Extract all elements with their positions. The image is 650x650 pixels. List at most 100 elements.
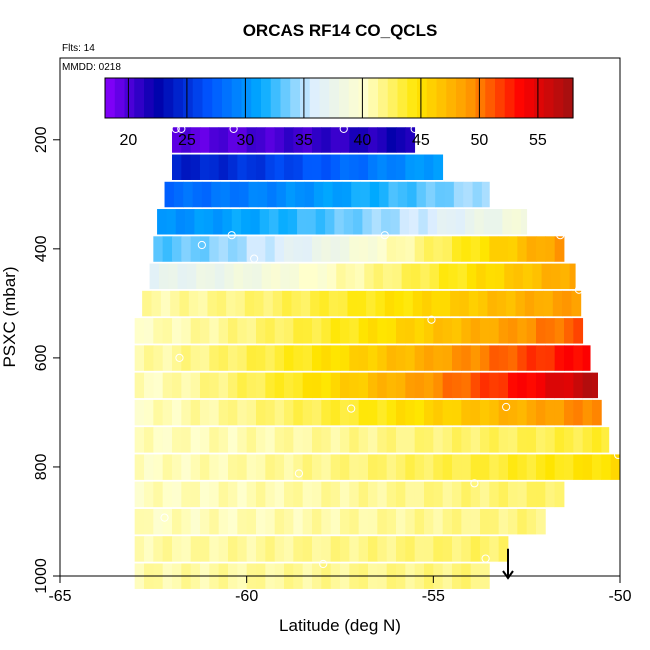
heat-cell [246,508,257,535]
heat-cell [340,427,350,453]
heat-cell [302,345,313,371]
heat-cell [517,236,528,262]
heat-cell [310,290,320,317]
heat-cell [386,481,397,508]
heat-cell [213,209,223,235]
sample-point [617,135,626,144]
heat-cell [360,181,371,208]
colorbar-swatch [280,78,291,118]
heat-cell [246,481,257,508]
heat-cell [386,318,397,344]
heat-cell [476,263,486,290]
heat-cell [470,454,481,480]
heat-cell [489,372,500,399]
heat-cell [181,508,192,535]
heat-cell [200,454,210,480]
heat-cell [237,154,248,180]
heat-cell [134,481,145,508]
heat-cell [433,154,444,180]
heat-cell [276,181,287,208]
heatmap-layer [134,127,621,589]
heat-cell [534,290,544,317]
heat-cell [233,263,244,290]
heat-cell [312,345,322,371]
heat-cell [498,536,509,562]
heat-cell [545,236,556,262]
heat-cell [526,399,537,426]
heat-cell [312,454,322,480]
heat-cell [369,181,380,208]
heat-cell [517,454,528,480]
heat-cell [326,263,337,290]
colorbar-swatch [485,78,496,118]
sample-point [294,469,304,478]
heat-cell [433,454,444,480]
heat-cell [244,290,255,317]
heat-cell [349,399,360,426]
heat-cell [228,454,238,480]
heat-cell [172,345,182,371]
heat-cell [330,481,341,508]
heat-cell [325,209,335,235]
heat-cell [134,372,145,399]
heat-cell [405,236,416,262]
heat-cell [592,372,598,399]
heat-cell [330,372,341,399]
heat-cell [153,454,164,480]
heat-cell [274,454,285,480]
heat-cell [166,209,177,235]
heat-cell [218,454,229,480]
heat-cell [459,290,470,317]
sample-point [614,450,623,460]
heat-cell [252,263,262,290]
heat-cell [452,399,462,426]
heat-cell [256,127,266,153]
heat-cell [237,481,248,508]
heat-cell [532,263,542,290]
heat-cell [452,345,462,371]
heat-cell [237,399,248,426]
heat-cell [153,372,164,399]
heat-cell [414,345,425,371]
colorbar-swatch [134,78,145,118]
heat-cell [237,427,248,453]
heat-cell [554,481,565,508]
colorbar-tick-label: 55 [529,132,547,149]
heat-cell [349,427,360,453]
heat-cell [349,454,360,480]
heat-cell [265,481,276,508]
colorbar-swatch [153,78,165,118]
heat-cell [405,427,416,453]
colorbar-swatch [261,78,272,118]
heat-cell [461,236,472,262]
heat-cell [153,481,164,508]
heat-cell [414,372,425,399]
heat-cell [190,536,201,562]
heat-cell [153,427,164,453]
heat-cell [368,318,378,344]
heat-cell [345,263,356,290]
colorbar-swatch [465,78,477,118]
y-tick-label: 800 [33,454,50,481]
x-tick-label: -60 [235,588,258,605]
heat-cell [358,127,369,153]
heat-cell [526,318,537,344]
heat-cell [153,399,164,426]
heat-cell [254,290,264,317]
colorbar-swatch [309,78,321,118]
heat-cell [170,290,180,317]
colorbar-swatch [290,78,301,118]
heat-cell [515,290,526,317]
heat-cell [190,508,201,535]
heat-cell [172,127,182,153]
heat-cell [209,236,220,262]
heat-cell [302,372,313,399]
heat-cell [414,508,425,535]
heat-cell [162,236,173,262]
heat-cell [463,181,473,208]
heat-cell [386,399,397,426]
heat-cell [489,454,500,480]
heat-cell [241,209,251,235]
heat-cell [173,181,184,208]
heat-cell [274,318,285,344]
